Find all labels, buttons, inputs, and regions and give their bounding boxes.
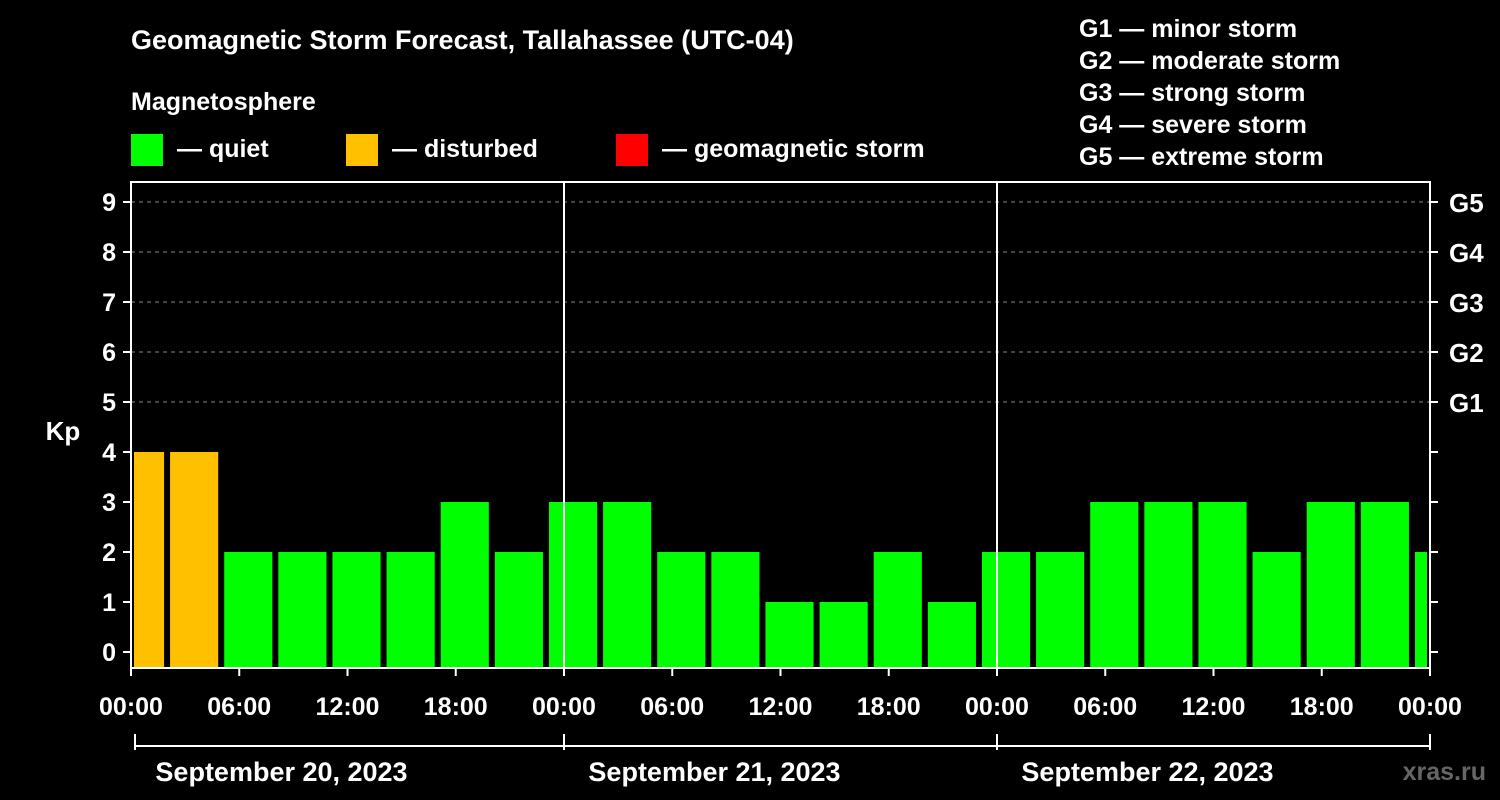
kp-bar (927, 602, 976, 668)
y-tick-label: 0 (102, 639, 116, 667)
storm-level-label: G2 (1449, 338, 1484, 368)
kp-bar (981, 552, 1031, 668)
y-tick-label: 3 (102, 489, 116, 517)
day-label: September 20, 2023 (155, 757, 407, 787)
kp-bar (1090, 502, 1139, 668)
kp-bar (134, 452, 165, 668)
kp-bar (765, 602, 814, 668)
kp-bar (873, 552, 922, 668)
x-tick-label: 00:00 (1398, 693, 1462, 721)
kp-bar (603, 502, 652, 668)
legend: — quiet — disturbed — geomagnetic storm (131, 134, 925, 166)
kp-bar (170, 452, 219, 668)
x-tick-label: 00:00 (99, 693, 163, 721)
storm-scale-item: G1 — minor storm (1079, 15, 1297, 43)
kp-bar (548, 502, 598, 668)
y-tick-label: 2 (102, 539, 116, 567)
kp-bar (1198, 502, 1247, 668)
kp-bar (819, 602, 868, 668)
storm-scale-item: G3 — strong storm (1079, 79, 1305, 107)
kp-bar (332, 552, 381, 668)
storm-level-label: G3 (1449, 288, 1484, 318)
chart-title: Geomagnetic Storm Forecast, Tallahassee … (131, 25, 794, 55)
storm-level-label: G5 (1449, 188, 1484, 218)
storm-level-label: G4 (1449, 238, 1484, 268)
storm-scale-item: G4 — severe storm (1079, 111, 1307, 139)
right-axis: G1 G2 G3 G4 G5 (1430, 188, 1484, 653)
legend-label: — quiet (177, 135, 269, 163)
y-axis: 0 1 2 3 4 5 6 7 8 9 (102, 189, 131, 667)
kp-bar (1360, 502, 1409, 668)
y-tick-label: 5 (102, 389, 116, 417)
gridlines (131, 201, 1430, 403)
legend-swatch (346, 134, 378, 166)
kp-bar (494, 552, 543, 668)
storm-scale-legend: G1 — minor storm G2 — moderate storm G3 — … (1079, 15, 1340, 171)
kp-bar (1252, 552, 1301, 668)
x-tick-label: 12:00 (1182, 693, 1246, 721)
storm-level-label: G1 (1449, 388, 1484, 418)
x-axis: 00:00 06:00 12:00 18:00 00:00 06:00 12:00 18:00… (99, 668, 1462, 721)
kp-bar (440, 502, 489, 668)
kp-bar (1306, 502, 1355, 668)
x-tick-label: 18:00 (1290, 693, 1354, 721)
x-tick-label: 18:00 (424, 693, 488, 721)
kp-bar (1036, 552, 1085, 668)
x-tick-label: 00:00 (965, 693, 1029, 721)
kp-bar (657, 552, 706, 668)
x-tick-label: 12:00 (749, 693, 813, 721)
kp-bar (1144, 502, 1193, 668)
legend-swatch (616, 134, 648, 166)
kp-bar (278, 552, 327, 668)
day-label: September 22, 2023 (1021, 757, 1273, 787)
kp-bar (386, 552, 435, 668)
storm-scale-item: G5 — extreme storm (1079, 143, 1324, 171)
storm-scale-item: G2 — moderate storm (1079, 47, 1340, 75)
x-tick-label: 12:00 (316, 693, 380, 721)
chart-subtitle: Magnetosphere (131, 88, 316, 116)
x-tick-label: 06:00 (1073, 693, 1137, 721)
y-tick-label: 9 (102, 189, 116, 217)
day-dividers (563, 182, 998, 668)
x-tick-label: 18:00 (857, 693, 921, 721)
kp-bar (1414, 552, 1427, 668)
day-labels: September 20, 2023 September 21, 2023 Sept… (134, 734, 1431, 787)
kp-bar (711, 552, 760, 668)
y-tick-label: 8 (102, 239, 116, 267)
kp-bar (224, 552, 273, 668)
y-tick-label: 1 (102, 589, 116, 617)
legend-label: — geomagnetic storm (662, 135, 925, 163)
legend-label: — disturbed (392, 135, 538, 163)
bars (134, 452, 1427, 668)
legend-swatch (131, 134, 163, 166)
y-tick-label: 4 (102, 439, 116, 467)
watermark: xras.ru (1403, 758, 1486, 786)
y-tick-label: 7 (102, 289, 116, 317)
x-tick-label: 06:00 (207, 693, 271, 721)
y-tick-label: 6 (102, 339, 116, 367)
day-label: September 21, 2023 (588, 757, 840, 787)
y-axis-label: Kp (46, 416, 81, 446)
x-tick-label: 00:00 (532, 693, 596, 721)
x-tick-label: 06:00 (640, 693, 704, 721)
